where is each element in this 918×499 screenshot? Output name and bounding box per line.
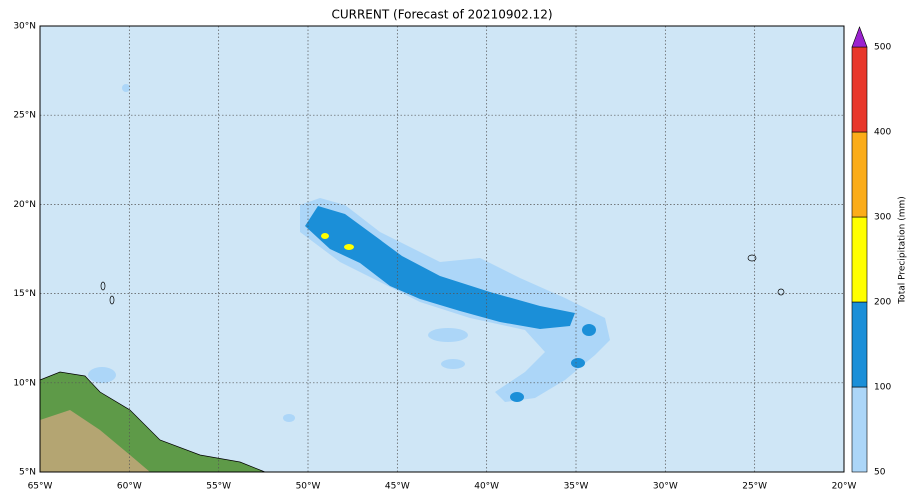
very-heavy-precip: [321, 233, 329, 239]
lon-tick-label: 65°W: [28, 482, 53, 492]
map-title: CURRENT (Forecast of 20210902.12): [331, 8, 552, 22]
heavy-precip: [305, 206, 575, 329]
heavy-precip: [571, 358, 585, 368]
light-precip: [122, 84, 130, 92]
lat-tick-label: 5°N: [19, 468, 36, 478]
lat-tick-label: 10°N: [13, 378, 36, 388]
colorbar-tick-label: 50: [874, 468, 886, 478]
lon-tick-label: 40°W: [474, 482, 499, 492]
very-heavy-precip: [344, 244, 354, 250]
lon-tick-label: 20°W: [832, 482, 857, 492]
lon-tick-label: 45°W: [385, 482, 410, 492]
lon-tick-label: 60°W: [117, 482, 142, 492]
light-precip: [428, 328, 468, 342]
lat-tick-label: 30°N: [13, 22, 36, 32]
lat-tick-label: 15°N: [13, 289, 36, 299]
heavy-precip: [510, 392, 524, 402]
colorbar-tick-label: 400: [874, 128, 891, 138]
colorbar-extend: [851, 26, 868, 48]
lon-tick-label: 35°W: [564, 482, 589, 492]
lon-tick-label: 25°W: [742, 482, 767, 492]
lon-tick-label: 55°W: [206, 482, 231, 492]
precipitation: [88, 84, 610, 422]
colorbar-tick-label: 500: [874, 43, 891, 53]
lon-tick-label: 50°W: [296, 482, 321, 492]
colorbar-segment: [851, 216, 868, 303]
light-precip: [88, 367, 116, 383]
colorbar-segment: [851, 131, 868, 218]
graticule: [40, 26, 844, 472]
colorbar-label: Total Precipitation (mm): [898, 196, 908, 305]
lon-tick-label: 30°W: [653, 482, 678, 492]
colorbar-segment: [851, 46, 868, 133]
map-background: [40, 26, 844, 472]
lat-tick-label: 20°N: [13, 200, 36, 210]
heavy-precip: [582, 324, 596, 336]
colorbar-tick-label: 100: [874, 383, 891, 393]
colorbar-segment: [851, 301, 868, 388]
colorbar-tick-label: 300: [874, 213, 891, 223]
map-frame: [39, 25, 845, 473]
light-precip: [283, 414, 295, 422]
lat-tick-label: 25°N: [13, 111, 36, 121]
colorbar: 50 100 200 300 400 500: [851, 26, 891, 478]
colorbar-tick-label: 200: [874, 298, 891, 308]
colorbar-segment: [851, 386, 868, 473]
light-precip: [441, 359, 465, 369]
